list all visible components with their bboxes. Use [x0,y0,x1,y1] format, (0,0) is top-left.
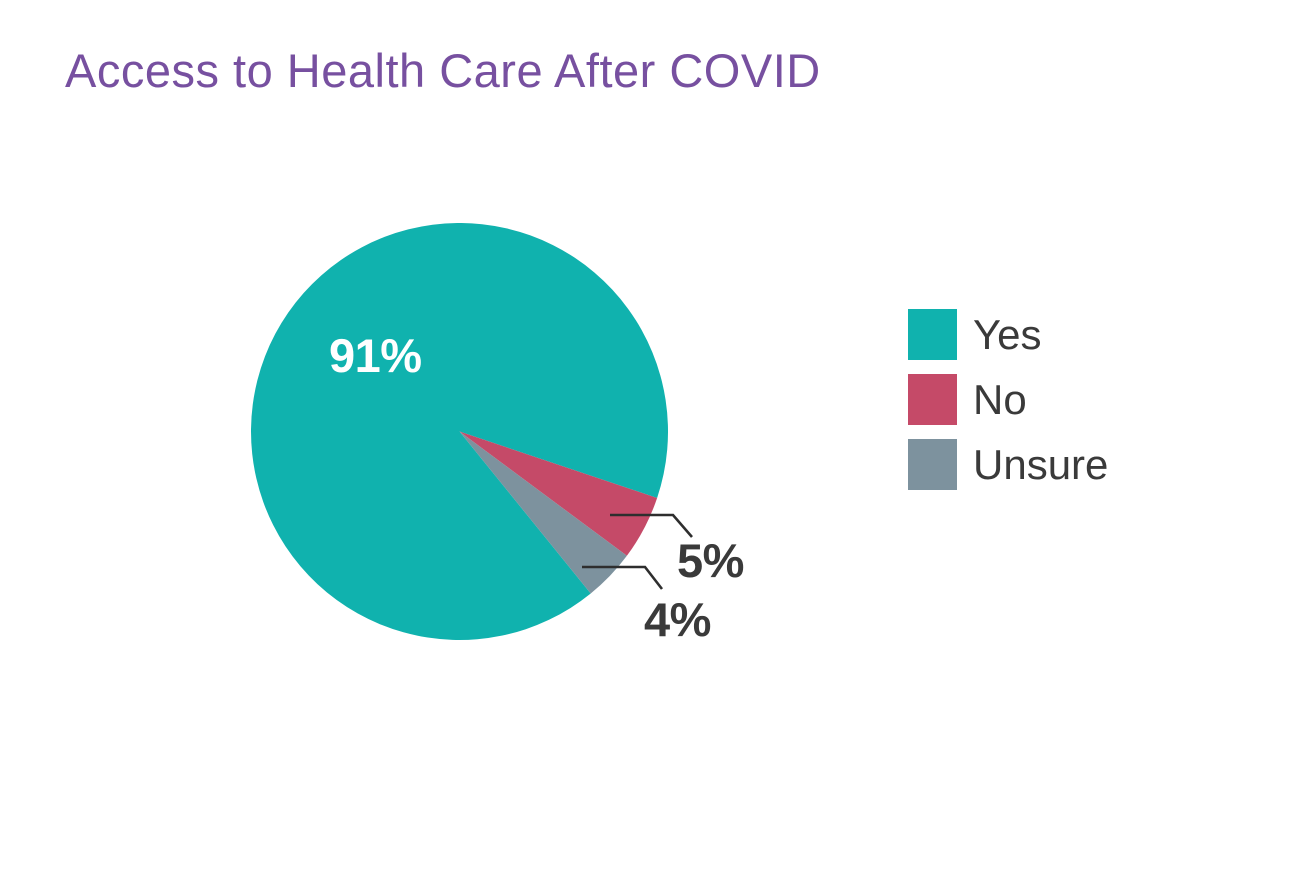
legend: Yes No Unsure [908,309,1108,490]
slice-label-no: 5% [677,534,744,587]
legend-swatch-unsure [908,439,957,490]
legend-label-no: No [973,375,1027,423]
pie-chart [251,223,668,640]
legend-swatch-yes [908,309,957,360]
legend-label-yes: Yes [973,310,1042,358]
legend-item-no: No [908,374,1108,425]
legend-item-unsure: Unsure [908,439,1108,490]
pie-slice-no [459,431,658,556]
pie-slice-yes [251,223,668,640]
pie-slice-unsure [459,431,627,594]
legend-swatch-no [908,374,957,425]
slice-label-unsure: 4% [644,593,711,646]
chart-title: Access to Health Care After COVID [65,44,821,97]
slice-label-yes: 91% [329,329,422,382]
legend-label-unsure: Unsure [973,440,1109,488]
legend-item-yes: Yes [908,309,1108,360]
